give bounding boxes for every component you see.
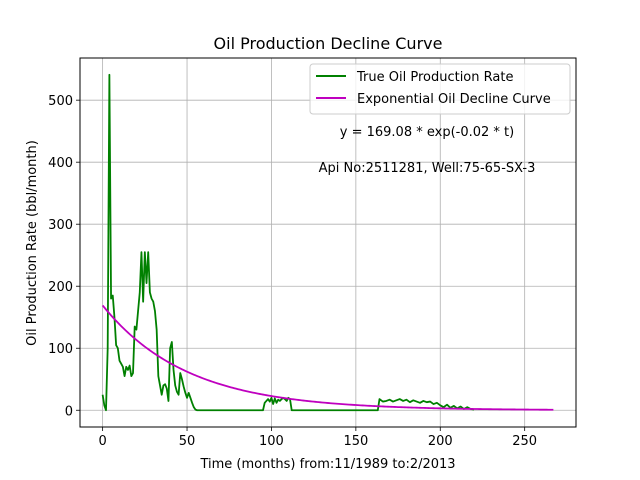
y-axis-ticks: 0 100 200 300 400 500 bbox=[48, 94, 80, 419]
y-tick-label: 300 bbox=[48, 218, 73, 233]
y-tick-label: 400 bbox=[48, 156, 73, 171]
series-line-true-oil-production-rate bbox=[101, 73, 475, 412]
x-tick-label: 100 bbox=[259, 434, 284, 449]
legend-box bbox=[309, 63, 571, 115]
chart-title: Oil Production Decline Curve bbox=[214, 34, 443, 53]
y-tick-label: 100 bbox=[48, 342, 73, 357]
x-tick-label: 150 bbox=[343, 434, 368, 449]
y-tick-label: 0 bbox=[65, 404, 73, 419]
y-tick-label: 200 bbox=[48, 280, 73, 295]
x-tick-label: 0 bbox=[98, 434, 106, 449]
legend: True Oil Production Rate Exponential Oil… bbox=[309, 63, 571, 115]
equation-annotation: y = 169.08 * exp(-0.02 * t) bbox=[340, 125, 514, 140]
y-tick-label: 500 bbox=[48, 94, 73, 109]
x-tick-label: 50 bbox=[179, 434, 196, 449]
x-axis-label: Time (months) from:11/1989 to:2/2013 bbox=[199, 457, 455, 472]
plot-area bbox=[79, 57, 577, 428]
x-tick-label: 250 bbox=[512, 434, 537, 449]
gridlines bbox=[80, 58, 576, 427]
x-tick-label: 200 bbox=[428, 434, 453, 449]
x-axis-ticks: 0 50 100 150 200 250 bbox=[98, 427, 537, 449]
y-axis-label: Oil Production Rate (bbl/month) bbox=[25, 140, 40, 346]
legend-label-exponential-decline-curve: Exponential Oil Decline Curve bbox=[357, 92, 551, 107]
legend-label-true-oil-production-rate: True Oil Production Rate bbox=[356, 70, 513, 85]
well-annotation: Api No:2511281, Well:75-65-SX-3 bbox=[319, 161, 536, 176]
series-line-exponential-decline-curve bbox=[101, 304, 554, 411]
